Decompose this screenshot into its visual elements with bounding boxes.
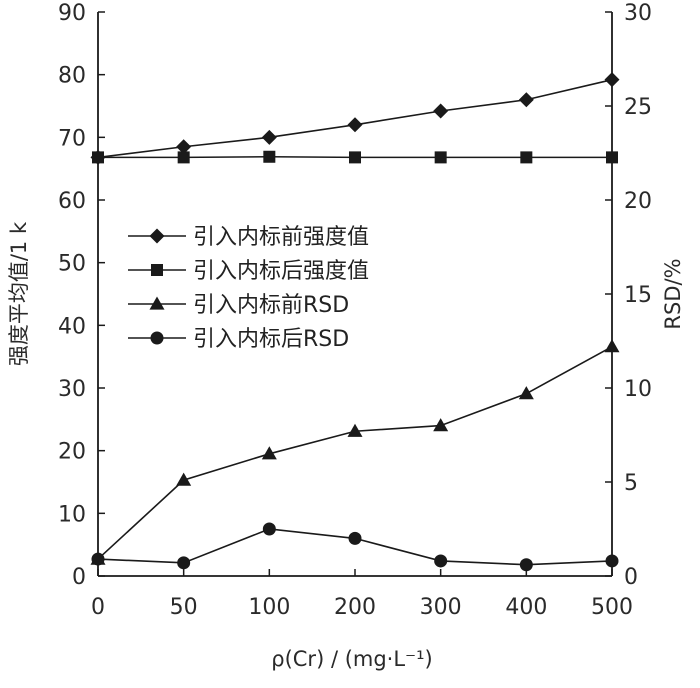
x-tick-group: 0 50 100 200 300 400 500 xyxy=(91,569,633,620)
x-tick-label: 0 xyxy=(91,595,105,620)
data-point-square xyxy=(263,150,276,163)
x-tick-label: 400 xyxy=(505,595,547,620)
y-tick-label: 70 xyxy=(58,126,86,151)
x-tick-label: 300 xyxy=(420,595,462,620)
x-tick-label: 50 xyxy=(170,595,198,620)
data-point-triangle xyxy=(347,423,363,437)
data-point-diamond xyxy=(347,117,363,133)
data-point-diamond xyxy=(518,92,534,108)
data-point-diamond xyxy=(176,139,192,155)
legend-label: 引入内标后RSD xyxy=(193,327,349,352)
data-point-square xyxy=(349,151,361,164)
y-tick-label: 80 xyxy=(58,64,86,89)
left-tick-group: 0 10 20 30 40 50 60 70 80 90 xyxy=(58,1,105,590)
y-tick-label: 40 xyxy=(58,314,86,339)
x-axis-title: ρ(Cr) / (mg·L⁻¹) xyxy=(271,647,433,671)
series-line xyxy=(97,345,613,560)
data-point-triangle xyxy=(176,472,192,486)
y2-tick-label: 25 xyxy=(624,95,652,120)
data-point-circle xyxy=(605,554,619,568)
y-tick-label: 50 xyxy=(58,252,86,277)
legend-marker-diamond xyxy=(149,228,165,244)
legend-marker-square xyxy=(151,264,163,276)
data-point-square xyxy=(434,151,447,164)
y2-tick-label: 10 xyxy=(624,377,652,402)
legend-label: 引入内标前强度值 xyxy=(193,225,369,250)
data-point-circle xyxy=(519,558,533,572)
legend-marker-triangle xyxy=(149,296,165,310)
data-point-triangle xyxy=(433,418,449,432)
data-point-circle xyxy=(434,554,448,568)
data-point-square xyxy=(606,151,618,164)
y-tick-label: 30 xyxy=(58,377,86,402)
legend-marker-circle xyxy=(150,331,164,345)
y2-tick-label: 20 xyxy=(624,189,652,214)
y2-tick-label: 15 xyxy=(624,283,652,308)
y-tick-label: 0 xyxy=(72,565,86,590)
x-tick-label: 100 xyxy=(248,595,290,620)
right-tick-group: 0 5 10 15 20 25 30 xyxy=(605,1,652,590)
series-triangle xyxy=(90,339,620,565)
y2-axis-title: RSD/% xyxy=(661,258,685,329)
y2-tick-label: 30 xyxy=(624,1,652,26)
y-tick-label: 90 xyxy=(58,1,86,26)
data-point-diamond xyxy=(604,72,620,88)
y2-tick-label: 5 xyxy=(624,471,638,496)
legend-label: 引入内标前RSD xyxy=(193,293,349,318)
data-point-circle xyxy=(348,531,362,545)
series-diamond xyxy=(90,72,620,165)
legend-label: 引入内标后强度值 xyxy=(193,259,369,284)
y2-tick-label: 0 xyxy=(624,565,638,590)
data-point-triangle xyxy=(604,339,620,353)
y-tick-label: 10 xyxy=(58,502,86,527)
y-axis-title: 强度平均值/1 k xyxy=(7,221,31,366)
y-tick-label: 20 xyxy=(58,440,86,465)
series-circle xyxy=(91,522,619,572)
data-point-square xyxy=(177,151,190,164)
data-point-circle xyxy=(91,552,105,566)
data-point-diamond xyxy=(433,103,449,119)
data-point-diamond xyxy=(261,129,277,145)
data-point-triangle xyxy=(261,446,277,460)
series-group xyxy=(90,72,620,572)
series-square xyxy=(92,150,618,164)
y-tick-label: 60 xyxy=(58,189,86,214)
x-tick-label: 200 xyxy=(334,595,376,620)
data-point-circle xyxy=(262,522,276,536)
data-point-circle xyxy=(177,556,191,570)
data-point-square xyxy=(520,151,533,164)
x-tick-label: 500 xyxy=(591,595,633,620)
data-point-triangle xyxy=(518,386,534,400)
data-point-square xyxy=(92,151,104,164)
